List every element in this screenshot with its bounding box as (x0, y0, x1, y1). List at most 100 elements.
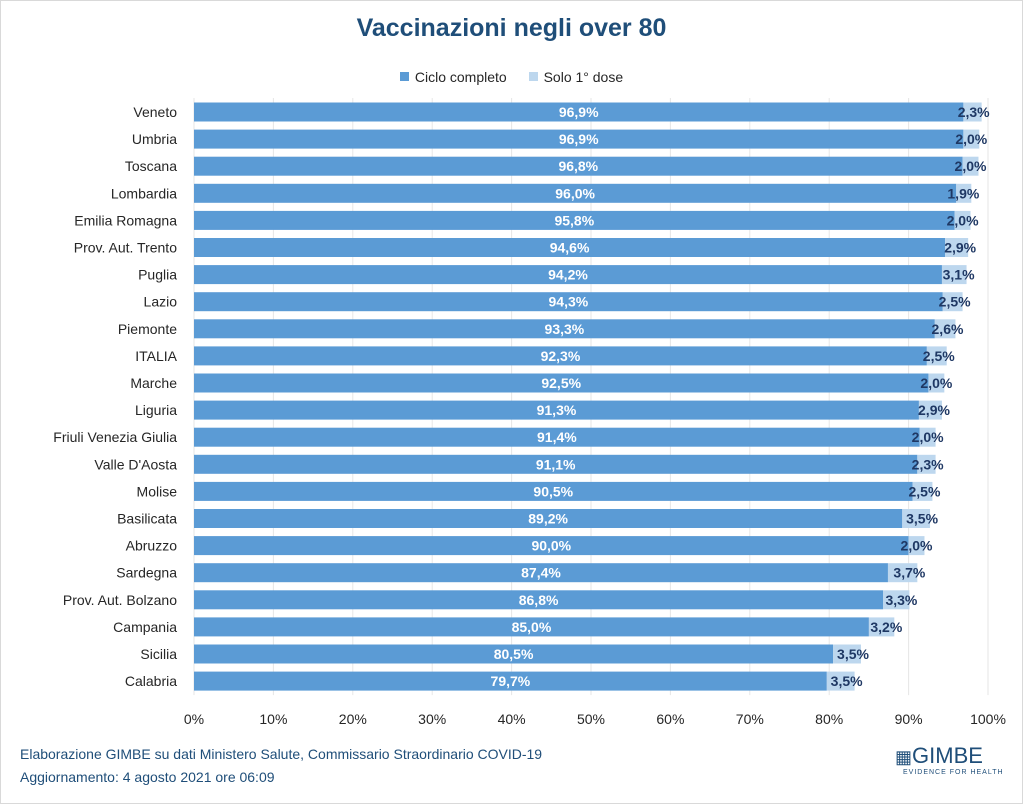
bar-ciclo-completo (194, 427, 920, 447)
bar-solo-prima-dose (912, 481, 933, 501)
legend-label: Solo 1° dose (543, 68, 624, 85)
data-label-solo-prima-dose: 3,5% (837, 646, 869, 662)
bar-solo-prima-dose (902, 509, 931, 528)
logo-tagline: EVIDENCE FOR HEALTH (903, 769, 1004, 776)
data-label-solo-prima-dose: 3,5% (906, 511, 938, 527)
data-label-solo-prima-dose: 3,7% (893, 565, 925, 581)
source-note: Elaborazione GIMBE su dati Ministero Sal… (20, 746, 543, 762)
data-label-ciclo-completo: 91,1% (536, 456, 576, 472)
category-label: Molise (137, 483, 178, 499)
bar-solo-prima-dose (945, 238, 969, 257)
category-label: Lazio (144, 294, 178, 310)
category-label: ITALIA (135, 348, 177, 364)
category-label: Lombardia (111, 185, 177, 201)
data-label-ciclo-completo: 91,3% (537, 402, 577, 418)
data-label-solo-prima-dose: 2,0% (901, 538, 933, 554)
data-label-solo-prima-dose: 2,5% (908, 483, 940, 499)
category-label: Prov. Aut. Trento (74, 240, 177, 256)
data-label-solo-prima-dose: 2,0% (947, 212, 979, 228)
data-label-solo-prima-dose: 3,1% (943, 267, 975, 283)
category-label: Veneto (133, 104, 177, 120)
bar-ciclo-completo (194, 373, 929, 393)
bar-ciclo-completo (194, 400, 919, 420)
bar-solo-prima-dose (926, 346, 947, 366)
bar-ciclo-completo (194, 129, 964, 149)
data-label-ciclo-completo: 86,8% (519, 592, 559, 608)
data-label-ciclo-completo: 90,0% (531, 538, 571, 554)
data-label-solo-prima-dose: 3,3% (885, 592, 917, 608)
x-tick-label: 20% (339, 711, 367, 727)
bar-solo-prima-dose (963, 102, 982, 122)
category-label: Sardegna (116, 565, 177, 581)
data-label-solo-prima-dose: 2,0% (955, 131, 987, 147)
category-label: Toscana (125, 158, 177, 174)
category-label: Valle D'Aosta (94, 456, 177, 472)
bar-solo-prima-dose (942, 292, 963, 312)
bar-ciclo-completo (194, 536, 909, 556)
data-label-solo-prima-dose: 3,2% (870, 619, 902, 635)
bar-ciclo-completo (194, 617, 869, 637)
x-tick-label: 60% (656, 711, 684, 727)
bar-solo-prima-dose (826, 671, 855, 691)
data-label-ciclo-completo: 89,2% (528, 511, 568, 527)
data-label-ciclo-completo: 94,6% (550, 240, 590, 256)
category-label: Campania (113, 619, 177, 635)
category-label: Calabria (125, 673, 177, 689)
x-tick-label: 0% (184, 711, 204, 727)
data-label-solo-prima-dose: 2,5% (939, 294, 971, 310)
data-label-ciclo-completo: 85,0% (512, 619, 552, 635)
data-label-solo-prima-dose: 2,3% (958, 104, 990, 120)
data-label-ciclo-completo: 80,5% (494, 646, 534, 662)
bar-ciclo-completo (194, 590, 884, 610)
bar-solo-prima-dose (919, 427, 936, 447)
bar-ciclo-completo (194, 563, 888, 583)
bar-solo-prima-dose (963, 129, 980, 149)
data-label-ciclo-completo: 96,9% (559, 104, 599, 120)
category-label: Sicilia (140, 646, 177, 662)
legend-swatch (399, 72, 409, 81)
data-label-solo-prima-dose: 2,0% (912, 429, 944, 445)
data-label-ciclo-completo: 87,4% (521, 565, 561, 581)
bar-solo-prima-dose (954, 210, 971, 230)
data-label-ciclo-completo: 92,5% (541, 375, 581, 391)
bar-solo-prima-dose (962, 156, 979, 176)
bar-solo-prima-dose (941, 265, 967, 285)
bar-ciclo-completo (194, 265, 942, 285)
bar-ciclo-completo (194, 454, 918, 474)
category-label: Prov. Aut. Bolzano (63, 592, 177, 608)
category-label: Umbria (132, 131, 177, 147)
x-tick-label: 40% (498, 711, 526, 727)
data-label-solo-prima-dose: 1,9% (947, 185, 979, 201)
category-label: Emilia Romagna (74, 212, 177, 228)
x-tick-label: 10% (259, 711, 287, 727)
data-label-solo-prima-dose: 2,6% (932, 321, 964, 337)
data-label-solo-prima-dose: 2,9% (944, 240, 976, 256)
category-label: Basilicata (117, 511, 177, 527)
bar-solo-prima-dose (908, 536, 925, 556)
category-label: Piemonte (118, 321, 177, 337)
data-label-solo-prima-dose: 2,3% (912, 456, 944, 472)
bar-ciclo-completo (194, 481, 913, 501)
legend-item-ciclo-completo: Ciclo completo (399, 68, 507, 85)
x-tick-label: 90% (895, 711, 923, 727)
data-label-solo-prima-dose: 2,5% (923, 348, 955, 364)
legend-label: Ciclo completo (414, 68, 507, 85)
x-tick-label: 80% (815, 711, 843, 727)
bar-ciclo-completo (194, 183, 957, 203)
bar-solo-prima-dose (833, 644, 861, 664)
x-tick-label: 50% (577, 711, 605, 727)
data-label-ciclo-completo: 96,8% (558, 158, 598, 174)
bar-ciclo-completo (194, 509, 903, 528)
data-label-ciclo-completo: 90,5% (533, 483, 573, 499)
data-label-ciclo-completo: 96,0% (555, 185, 595, 201)
bar-solo-prima-dose (887, 563, 918, 583)
x-tick-label: 30% (418, 711, 446, 727)
bar-ciclo-completo (194, 644, 834, 664)
x-tick-label: 70% (736, 711, 764, 727)
legend-swatch (528, 72, 538, 81)
category-label: Friuli Venezia Giulia (53, 429, 177, 445)
bar-ciclo-completo (194, 292, 943, 312)
chart-title: Vaccinazioni negli over 80 (356, 14, 667, 42)
data-label-ciclo-completo: 79,7% (491, 673, 531, 689)
